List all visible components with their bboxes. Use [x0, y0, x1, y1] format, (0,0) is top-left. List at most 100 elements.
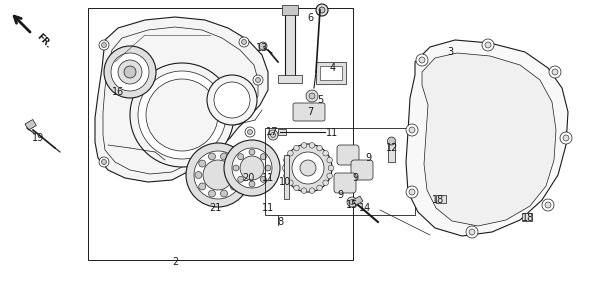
Circle shape — [238, 176, 244, 182]
Circle shape — [249, 181, 255, 187]
Circle shape — [301, 143, 307, 148]
Circle shape — [230, 183, 237, 190]
Circle shape — [268, 130, 278, 140]
Circle shape — [146, 79, 218, 151]
Text: 8: 8 — [277, 217, 283, 227]
Circle shape — [240, 156, 264, 180]
Circle shape — [232, 148, 272, 188]
Text: 13: 13 — [256, 43, 268, 53]
Circle shape — [466, 226, 478, 238]
Circle shape — [233, 165, 239, 171]
Bar — [436, 195, 446, 203]
Text: 9: 9 — [337, 190, 343, 200]
Circle shape — [306, 90, 318, 102]
Circle shape — [207, 75, 257, 125]
Text: FR.: FR. — [35, 32, 53, 50]
Circle shape — [101, 42, 107, 48]
Circle shape — [317, 145, 322, 151]
Circle shape — [260, 154, 266, 160]
Circle shape — [469, 229, 475, 235]
Text: 7: 7 — [307, 107, 313, 117]
Circle shape — [99, 157, 109, 167]
Circle shape — [199, 160, 206, 167]
Circle shape — [203, 160, 233, 190]
Circle shape — [309, 188, 315, 194]
Polygon shape — [406, 40, 568, 236]
Bar — [316, 62, 346, 84]
Circle shape — [208, 153, 215, 160]
Bar — [278, 75, 302, 83]
Circle shape — [300, 160, 316, 176]
Circle shape — [328, 165, 334, 171]
Circle shape — [485, 42, 491, 48]
FancyBboxPatch shape — [334, 173, 356, 193]
Text: 5: 5 — [317, 95, 323, 105]
Circle shape — [221, 190, 228, 197]
Circle shape — [347, 197, 357, 207]
Text: 20: 20 — [242, 173, 254, 183]
Circle shape — [260, 176, 266, 182]
FancyBboxPatch shape — [337, 145, 359, 165]
Text: 6: 6 — [307, 13, 313, 23]
Text: 3: 3 — [447, 47, 453, 57]
Circle shape — [549, 66, 561, 78]
Text: 21: 21 — [209, 203, 221, 213]
Circle shape — [563, 135, 569, 141]
Circle shape — [221, 153, 228, 160]
Circle shape — [545, 202, 551, 208]
Text: 10: 10 — [279, 177, 291, 187]
Circle shape — [230, 160, 237, 167]
Circle shape — [419, 57, 425, 63]
Text: 9: 9 — [365, 153, 371, 163]
Text: 17: 17 — [266, 127, 278, 137]
Bar — [284, 155, 289, 199]
Circle shape — [104, 46, 156, 98]
Circle shape — [409, 127, 415, 133]
Circle shape — [224, 140, 280, 196]
Circle shape — [284, 157, 289, 163]
Circle shape — [542, 199, 554, 211]
Bar — [388, 142, 395, 162]
Circle shape — [323, 150, 329, 156]
Circle shape — [309, 143, 315, 148]
Circle shape — [99, 40, 109, 50]
Circle shape — [294, 185, 299, 191]
Text: 16: 16 — [112, 87, 124, 97]
Circle shape — [292, 152, 324, 184]
Circle shape — [294, 145, 299, 151]
Circle shape — [101, 160, 107, 165]
Text: 2: 2 — [172, 257, 178, 267]
Text: 11: 11 — [262, 173, 274, 183]
Circle shape — [245, 127, 255, 137]
Text: 4: 4 — [330, 63, 336, 73]
Text: 14: 14 — [359, 203, 371, 213]
Bar — [282, 5, 298, 15]
Bar — [265, 128, 415, 215]
Circle shape — [409, 189, 415, 195]
Polygon shape — [422, 53, 556, 226]
Circle shape — [241, 39, 247, 45]
Bar — [278, 129, 286, 135]
Circle shape — [253, 75, 263, 85]
Bar — [353, 196, 363, 205]
Circle shape — [482, 39, 494, 51]
Circle shape — [319, 7, 325, 13]
Text: 15: 15 — [346, 200, 358, 210]
Circle shape — [309, 93, 315, 99]
Circle shape — [282, 165, 288, 171]
Circle shape — [247, 129, 253, 135]
Circle shape — [388, 137, 395, 145]
Circle shape — [552, 69, 558, 75]
Circle shape — [208, 190, 215, 197]
Circle shape — [194, 151, 242, 199]
Text: 12: 12 — [386, 143, 398, 153]
Circle shape — [284, 144, 332, 192]
Circle shape — [560, 132, 572, 144]
Circle shape — [124, 66, 136, 78]
Circle shape — [270, 132, 276, 138]
Circle shape — [255, 77, 261, 82]
Circle shape — [349, 200, 355, 204]
Circle shape — [265, 165, 271, 171]
Circle shape — [199, 183, 206, 190]
Text: 9: 9 — [352, 173, 358, 183]
